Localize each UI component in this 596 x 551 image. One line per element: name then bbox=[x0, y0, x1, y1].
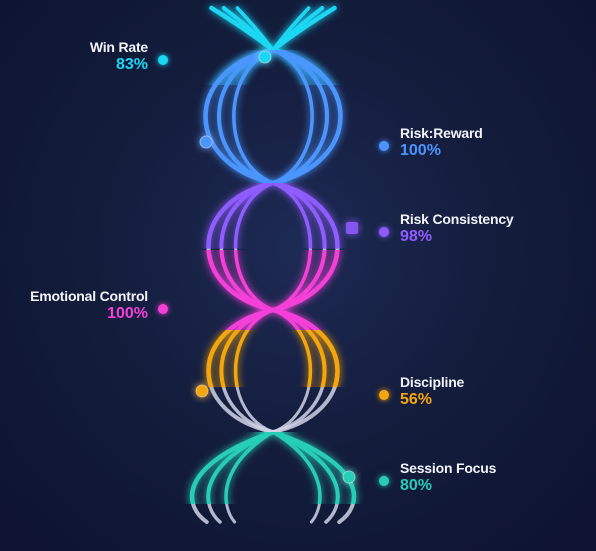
series-strand bbox=[225, 307, 276, 330]
metric-value: 98% bbox=[400, 228, 433, 245]
series-fill-2 bbox=[206, 183, 340, 249]
series-strand bbox=[235, 308, 275, 330]
legend-dot bbox=[379, 390, 389, 400]
metric-value: 100% bbox=[400, 142, 441, 159]
series-strand bbox=[232, 50, 275, 183]
series-strand bbox=[271, 308, 301, 330]
series-fill-3 bbox=[206, 250, 340, 330]
series-marker bbox=[199, 135, 213, 149]
series-strand bbox=[270, 50, 343, 183]
series-strand bbox=[271, 250, 312, 312]
series-strand bbox=[219, 183, 275, 249]
series-strand bbox=[271, 50, 314, 183]
series-strand bbox=[233, 330, 250, 388]
metric-name: Session Focus bbox=[400, 460, 497, 476]
series-strand bbox=[305, 330, 327, 388]
series-strand bbox=[224, 432, 275, 504]
series-strand bbox=[206, 330, 234, 388]
legend-dot bbox=[158, 304, 168, 314]
legend-dot bbox=[379, 476, 389, 486]
series-fill-1 bbox=[203, 50, 343, 183]
metric-name: Win Rate bbox=[89, 39, 148, 55]
series-strand bbox=[271, 6, 311, 52]
metric-label-0: Win Rate 83% bbox=[90, 40, 148, 73]
legend-dot bbox=[379, 141, 389, 151]
metric-name: Emotional Control bbox=[30, 288, 148, 304]
series-strand bbox=[189, 432, 276, 504]
metric-name: Risk Consistency bbox=[400, 211, 514, 227]
series-strand bbox=[217, 50, 275, 183]
series-strand bbox=[271, 183, 327, 249]
series-strand bbox=[271, 250, 327, 312]
series-fill-4 bbox=[206, 330, 340, 388]
metric-name: Discipline bbox=[400, 374, 465, 390]
series-strand bbox=[245, 308, 275, 330]
series-strand bbox=[271, 50, 329, 183]
metric-name: Risk:Reward bbox=[400, 125, 483, 141]
series-strand bbox=[312, 330, 340, 388]
series-marker bbox=[258, 50, 272, 64]
series-strand bbox=[203, 50, 276, 183]
legend-dot bbox=[158, 55, 168, 65]
metric-label-1: Risk:Reward 100% bbox=[400, 126, 483, 159]
series-strand bbox=[206, 183, 276, 249]
metric-label-5: Session Focus 80% bbox=[400, 461, 496, 494]
series-strand bbox=[270, 307, 321, 330]
series-marker bbox=[342, 470, 356, 484]
metric-label-2: Risk Consistency 98% bbox=[400, 212, 514, 245]
series-marker bbox=[195, 384, 209, 398]
series-strand bbox=[235, 6, 275, 52]
legend-dot bbox=[379, 227, 389, 237]
series-strand bbox=[206, 432, 275, 504]
series-strand bbox=[270, 183, 340, 249]
series-strand bbox=[296, 330, 313, 388]
series-strand bbox=[219, 250, 275, 312]
series-strand bbox=[271, 183, 313, 249]
series-strand bbox=[206, 250, 276, 313]
metric-value: 80% bbox=[400, 477, 433, 494]
metric-label-4: Discipline 56% bbox=[400, 375, 464, 408]
series-strand bbox=[219, 330, 241, 388]
metric-label-3: Emotional Control 100% bbox=[30, 289, 148, 322]
series-strand bbox=[271, 308, 311, 330]
metric-value: 100% bbox=[107, 305, 148, 322]
metric-value: 56% bbox=[400, 391, 433, 408]
series-strand bbox=[271, 432, 322, 504]
series-strand bbox=[270, 250, 340, 313]
series-fill-5 bbox=[189, 432, 357, 504]
metric-value: 83% bbox=[115, 56, 148, 73]
series-marker bbox=[346, 222, 358, 234]
series-strand bbox=[271, 432, 340, 504]
series-strand bbox=[233, 183, 275, 249]
series-strand bbox=[234, 250, 275, 312]
